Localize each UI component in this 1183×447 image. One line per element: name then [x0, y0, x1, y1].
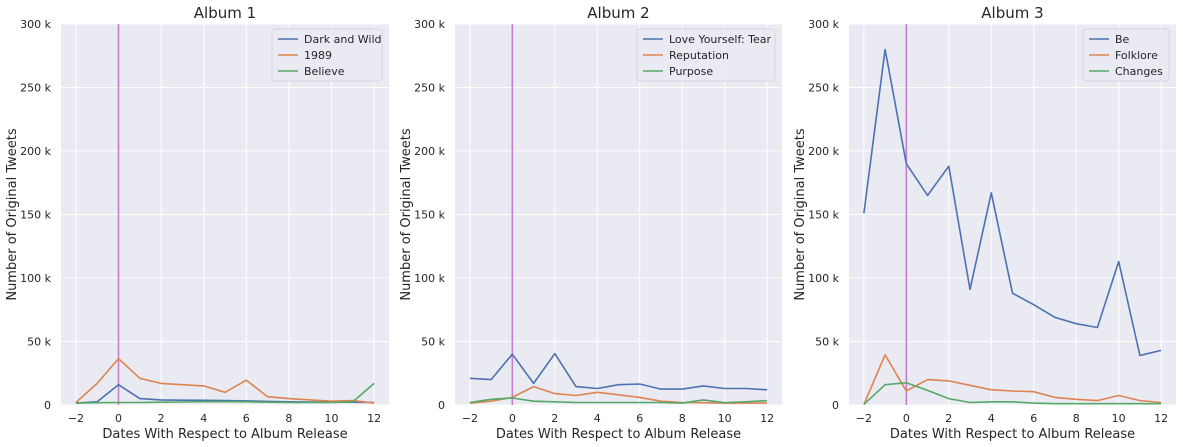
y-tick-label: 300 k — [414, 18, 445, 31]
legend-label: Purpose — [669, 65, 713, 78]
x-tick-label: 10 — [718, 412, 732, 425]
legend-label: Believe — [304, 65, 345, 78]
x-axis-label: Dates With Respect to Album Release — [496, 427, 741, 442]
y-tick-label: 50 k — [27, 336, 51, 349]
series-line-folklore — [863, 353, 1162, 405]
legend-box — [636, 28, 776, 82]
x-tick-label: 4 — [594, 412, 601, 425]
legend: Dark and Wild 1989 Believe — [271, 28, 383, 82]
y-tick-label: 250 k — [808, 82, 839, 95]
x-tick-label: 0 — [115, 412, 122, 425]
y-axis-label: Number of Original Tweets — [793, 128, 808, 301]
legend-label: 1989 — [304, 49, 332, 62]
x-axis-label: Dates With Respect to Album Release — [102, 427, 347, 442]
y-tick-label: 150 k — [20, 209, 51, 222]
x-tick-label: −2 — [68, 412, 84, 425]
chart-title: Album 3 — [981, 4, 1043, 22]
y-tick-label: 50 k — [421, 336, 445, 349]
legend-label: Be — [1115, 33, 1130, 46]
y-tick-label: 100 k — [414, 272, 445, 285]
x-tick-label: 12 — [1154, 412, 1168, 425]
x-tick-label: 2 — [945, 412, 952, 425]
y-axis-label: Number of Original Tweets — [399, 128, 414, 301]
x-tick-label: 6 — [636, 412, 643, 425]
x-tick-label: −2 — [856, 412, 872, 425]
y-tick-label: 300 k — [808, 18, 839, 31]
x-tick-label: 4 — [200, 412, 207, 425]
y-tick-label: 100 k — [20, 272, 51, 285]
chart-panel-1: 0 50 k 100 k 150 k 200 k 250 k 300 k −2 0 2 4 6 8 10 1… — [5, 4, 389, 442]
x-tick-label: 8 — [679, 412, 686, 425]
y-tick-label: 250 k — [20, 82, 51, 95]
series-line-reputation — [469, 385, 768, 404]
y-tick-label: 150 k — [808, 209, 839, 222]
chart-panel-3: 0 50 k 100 k 150 k 200 k 250 k 300 k −2 0 2 4 6 8 10 1… — [793, 4, 1176, 442]
x-tick-label: 8 — [285, 412, 292, 425]
y-tick-label: 300 k — [20, 18, 51, 31]
x-tick-label: 6 — [1030, 412, 1037, 425]
x-tick-label: 0 — [903, 412, 910, 425]
y-tick-label: 150 k — [414, 209, 445, 222]
y-tick-label: 250 k — [414, 82, 445, 95]
x-tick-label: 12 — [760, 412, 774, 425]
x-tick-label: 6 — [243, 412, 250, 425]
x-tick-label: 10 — [324, 412, 338, 425]
legend: Love Yourself: Tear Reputation Purpose — [636, 28, 776, 82]
x-tick-label: 8 — [1073, 412, 1080, 425]
y-tick-label: 200 k — [414, 145, 445, 158]
x-tick-label: 2 — [158, 412, 165, 425]
x-tick-label: 4 — [988, 412, 995, 425]
legend-label: Reputation — [669, 49, 729, 62]
legend: Be Folklore Changes — [1082, 28, 1170, 82]
chart-panel-2: 0 50 k 100 k 150 k 200 k 250 k 300 k −2 0 2 4 6 8 10 1… — [399, 4, 782, 442]
legend-label: Dark and Wild — [304, 33, 382, 46]
series-line-changes — [863, 381, 1162, 405]
y-tick-label: 0 — [44, 399, 51, 412]
legend-label: Changes — [1115, 65, 1163, 78]
x-tick-label: 2 — [551, 412, 558, 425]
chart-title: Album 1 — [194, 4, 256, 22]
legend-label: Folklore — [1115, 49, 1158, 62]
series-line-love-yourself-tear — [469, 352, 768, 391]
y-tick-label: 0 — [438, 399, 445, 412]
chart-title: Album 2 — [587, 4, 649, 22]
series-line-purpose — [469, 397, 768, 404]
y-tick-label: 200 k — [808, 145, 839, 158]
y-tick-label: 100 k — [808, 272, 839, 285]
legend-box — [271, 28, 383, 82]
y-tick-label: 0 — [832, 399, 839, 412]
x-tick-label: 0 — [509, 412, 516, 425]
legend-label: Love Yourself: Tear — [669, 33, 772, 46]
series-line-be — [863, 48, 1162, 357]
y-tick-label: 200 k — [20, 145, 51, 158]
x-tick-label: −2 — [462, 412, 478, 425]
x-tick-label: 12 — [367, 412, 381, 425]
legend-box — [1082, 28, 1170, 82]
y-tick-label: 50 k — [815, 336, 839, 349]
x-tick-label: 10 — [1112, 412, 1126, 425]
x-axis-label: Dates With Respect to Album Release — [890, 427, 1135, 442]
y-axis-label: Number of Original Tweets — [5, 128, 20, 301]
